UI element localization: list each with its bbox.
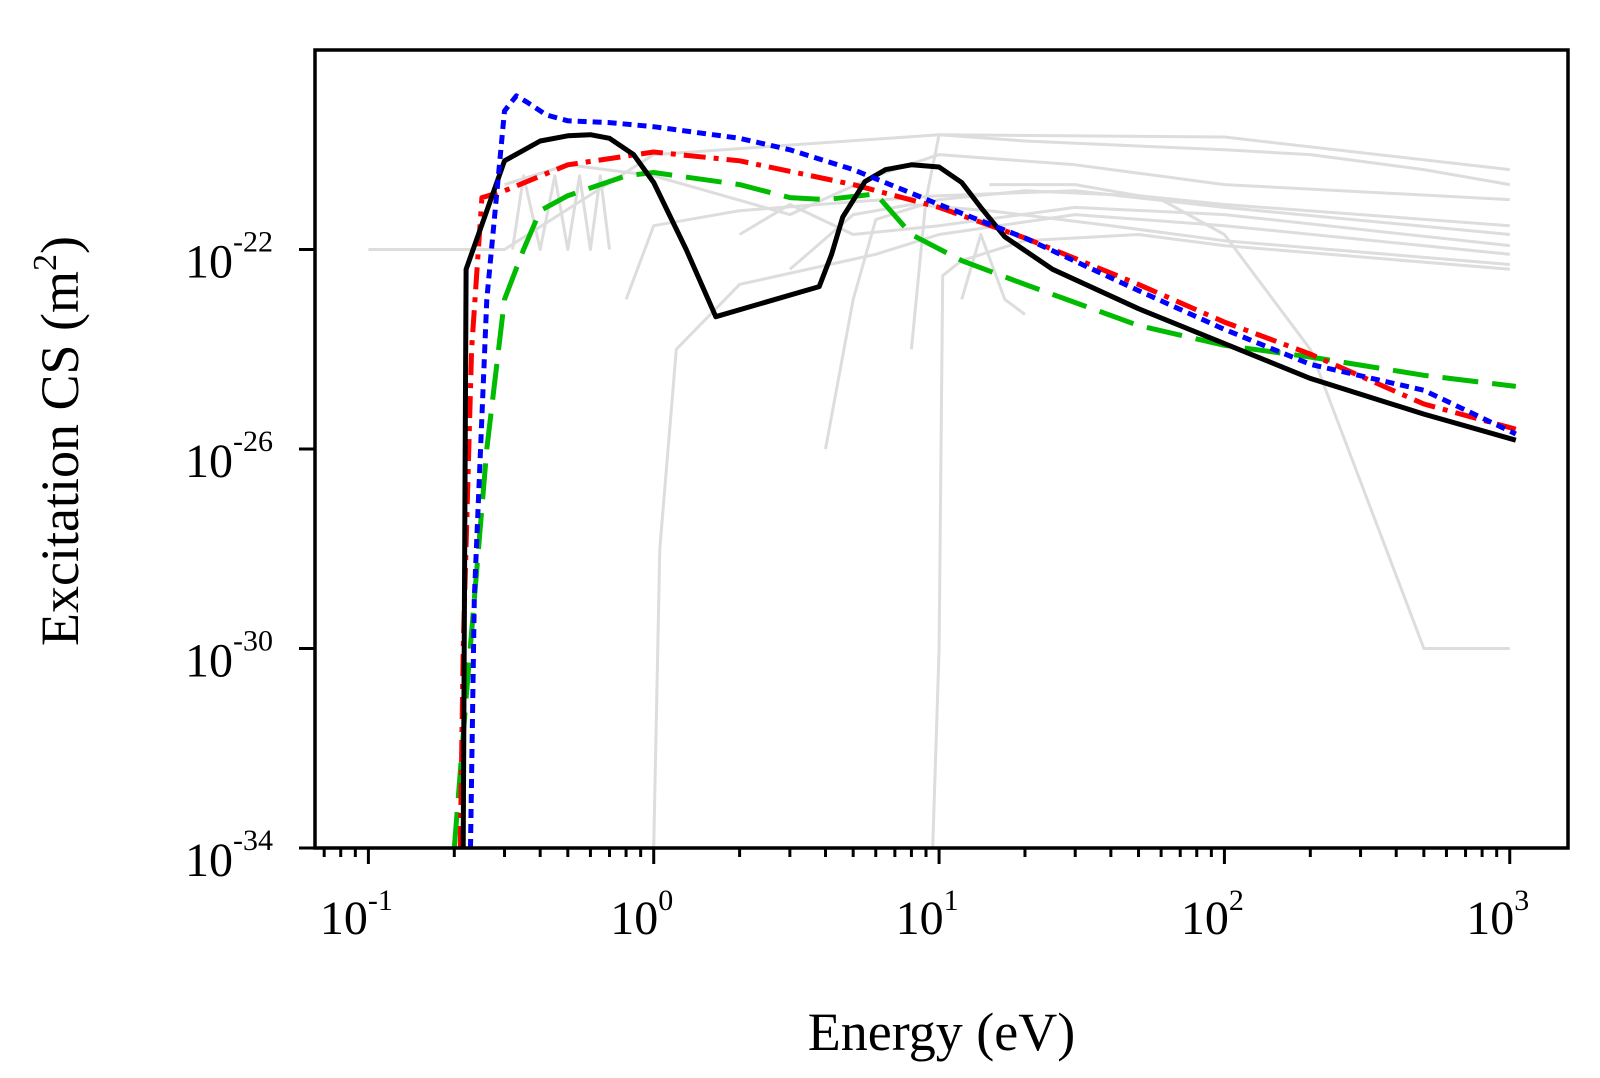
y-tick-label: 10-30 <box>185 625 273 688</box>
series-line-black-solid <box>460 132 1517 849</box>
y-axis-title: Excitation CS (m2) <box>27 236 90 646</box>
y-axis: 10-22 10-26 10-30 10-34 <box>185 226 315 887</box>
series-line-gray-drop <box>989 183 1510 650</box>
series-line-gray-3 <box>652 213 1510 849</box>
series-line-gray-7 <box>960 233 1026 316</box>
x-tick-label: 100 <box>610 884 673 945</box>
series-line-gray-6 <box>909 133 1511 350</box>
series-line-gray-flat-top <box>368 133 1510 251</box>
x-tick-label: 101 <box>896 884 959 945</box>
series-line-green-dashed <box>451 170 1517 849</box>
x-axis: 10-1 100 101 102 103 <box>320 848 1529 945</box>
x-tick-label: 10-1 <box>320 884 393 945</box>
x-tick-label: 102 <box>1181 884 1244 945</box>
y-tick-label: 10-34 <box>185 824 273 887</box>
y-axis-title-sup: 2 <box>27 254 64 271</box>
main-series-group <box>451 93 1517 849</box>
series-line-gray-9 <box>738 203 1510 248</box>
series-line-gray-2 <box>624 189 1510 300</box>
series-line-blue-dotted <box>468 93 1517 849</box>
series-line-gray-5 <box>931 233 1510 849</box>
series-line-red-dashdot <box>457 149 1517 849</box>
y-axis-title-main: Excitation CS (m <box>30 271 90 646</box>
background-series-group <box>368 133 1511 849</box>
series-line-gray-10 <box>788 203 1510 271</box>
x-tick-label: 103 <box>1466 884 1529 945</box>
y-tick-label: 10-22 <box>185 226 273 289</box>
y-axis-title-close: ) <box>30 236 90 254</box>
series-line-gray-4 <box>824 189 1510 450</box>
y-tick-label: 10-26 <box>185 425 273 488</box>
series-line-gray-8 <box>511 174 611 251</box>
x-axis-title: Energy (eV) <box>808 1002 1075 1062</box>
